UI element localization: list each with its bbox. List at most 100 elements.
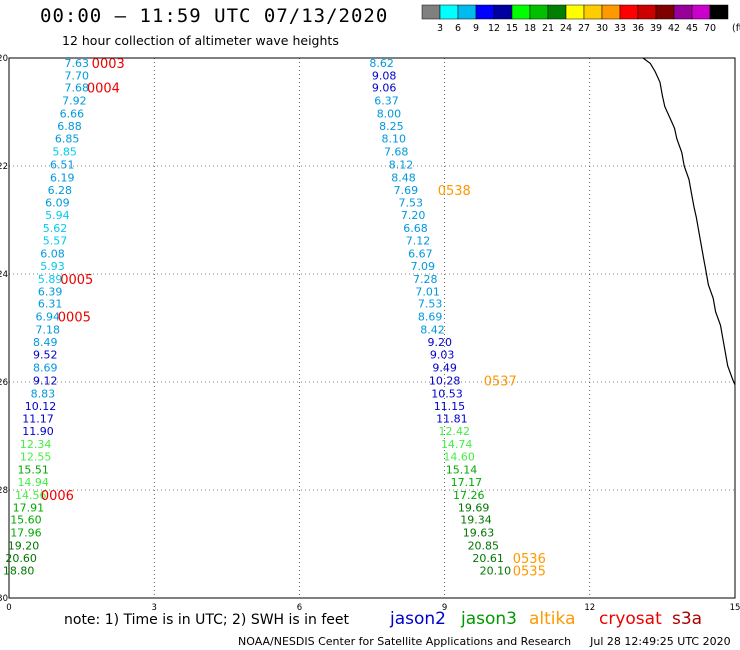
wave-height-value: 9.06: [372, 82, 397, 95]
wave-height-value: 8.00: [377, 108, 402, 121]
wave-height-value: 6.66: [60, 108, 85, 121]
wave-height-value: 11.15: [434, 400, 466, 413]
wave-height-value: 20.61: [472, 552, 504, 565]
satellite-s3a: s3a: [672, 609, 703, 629]
colorbar-label: 36: [632, 23, 644, 34]
wave-height-value: 17.26: [453, 489, 485, 502]
wave-height-value: 14.56: [15, 489, 47, 502]
wave-height-value: 7.68: [65, 82, 90, 95]
wave-height-value: 11.90: [22, 425, 54, 438]
wave-height-value: 19.69: [458, 501, 490, 514]
latitude-tick-label: -22: [0, 162, 8, 172]
pass-time-label: 0537: [484, 374, 517, 389]
wave-height-value: 7.53: [418, 298, 443, 311]
wave-height-value: 7.63: [65, 57, 90, 70]
wave-height-value: 14.74: [441, 438, 473, 451]
colorbar-swatch: [709, 4, 729, 20]
colorbar-label: 12: [488, 23, 500, 34]
wave-height-value: 6.39: [38, 285, 63, 298]
wave-height-value: 8.69: [33, 361, 58, 374]
latitude-tick-label: -26: [0, 378, 8, 388]
wave-height-value: 6.94: [35, 311, 60, 324]
colorbar-label: 33: [614, 23, 626, 34]
wave-height-value: 9.52: [33, 348, 58, 361]
wave-height-value: 17.91: [13, 501, 45, 514]
wave-height-value: 6.28: [48, 184, 73, 197]
wave-height-value: 8.62: [369, 57, 394, 70]
footer-note: note: 1) Time is in UTC; 2) SWH is in fe…: [64, 612, 350, 628]
wave-height-value: 6.19: [50, 171, 75, 184]
wave-height-value: 8.69: [418, 311, 443, 324]
longitude-tick-label: 9: [442, 603, 447, 610]
wave-height-value: 18.80: [3, 564, 35, 577]
wave-height-value: 8.49: [33, 336, 58, 349]
satellite-jason2: jason2: [390, 609, 446, 629]
wave-height-value: 10.12: [25, 400, 57, 413]
wave-height-value: 17.17: [451, 476, 483, 489]
colorbar-label: 3: [437, 23, 443, 34]
credit-text: NOAA/NESDIS Center for Satellite Applica…: [238, 635, 572, 648]
colorbar-label: 42: [668, 23, 680, 34]
map-gridlines: [9, 58, 735, 598]
wave-height-value: 15.14: [446, 463, 478, 476]
pass-time-label: 0005: [60, 273, 93, 288]
wave-height-value: 17.96: [10, 527, 42, 540]
wave-height-value: 10.28: [429, 374, 461, 387]
wave-height-value: 6.67: [408, 247, 433, 260]
wave-height-value: 12.42: [439, 425, 471, 438]
latitude-tick-label: -24: [0, 270, 8, 280]
map-frame: [8, 57, 736, 599]
wave-height-value: 20.60: [5, 552, 37, 565]
generation-timestamp: Jul 28 12:49:25 UTC 2020: [590, 635, 731, 648]
page-subtitle: 12 hour collection of altimeter wave hei…: [62, 33, 339, 48]
colorbar-label: 30: [596, 23, 608, 34]
axis-tick-labels: 0 3 6 9 12 15 -20 -22 -24 -26 -28 -30: [0, 54, 740, 610]
wave-height-value: 7.68: [384, 145, 409, 158]
wave-height-value: 8.12: [389, 158, 414, 171]
pass-time-label: 0004: [87, 82, 120, 97]
colorbar-label: 70: [704, 23, 716, 34]
wave-height-value: 19.63: [463, 527, 495, 540]
wave-height-value: 5.57: [43, 235, 68, 248]
wave-height-value: 5.93: [40, 260, 65, 273]
wave-height-value: 7.70: [65, 69, 90, 82]
wave-height-value: 6.08: [40, 247, 65, 260]
wave-height-value: 6.09: [45, 197, 70, 210]
wave-height-value: 6.51: [50, 158, 75, 171]
wave-height-value: 11.81: [436, 413, 468, 426]
wave-height-value: 5.85: [52, 145, 77, 158]
colorbar-label: 21: [542, 23, 554, 34]
wave-height-value: 8.42: [420, 324, 445, 337]
longitude-tick-label: 12: [584, 603, 595, 610]
wave-height-value: 7.92: [62, 95, 87, 108]
pass-time-label: 0005: [58, 311, 91, 326]
wave-height-value: 14.60: [443, 451, 475, 464]
wave-height-value: 8.10: [382, 132, 407, 145]
wave-height-value: 7.69: [394, 184, 419, 197]
colorbar-label: 45: [686, 23, 698, 34]
wave-height-value: 8.48: [391, 171, 416, 184]
colorbar-label: 27: [578, 23, 590, 34]
wave-height-value: 15.51: [17, 463, 49, 476]
longitude-tick-label: 3: [151, 603, 156, 610]
wave-height-value: 9.03: [430, 348, 455, 361]
wave-height-value: 10.53: [431, 387, 463, 400]
wave-height-value: 20.10: [480, 564, 512, 577]
wave-height-value: 19.20: [8, 540, 40, 553]
wave-height-value: 19.34: [460, 514, 492, 527]
wave-height-value: 14.94: [17, 476, 49, 489]
wave-height-value: 12.55: [20, 451, 52, 464]
wave-height-value: 7.28: [413, 273, 438, 286]
wave-height-value: 20.85: [468, 540, 500, 553]
coastline: [642, 57, 736, 385]
colorbar-label: 18: [524, 23, 536, 34]
wave-height-value: 6.88: [57, 120, 82, 133]
wave-height-value: 6.85: [55, 132, 80, 145]
wave-height-value: 11.17: [22, 413, 54, 426]
page-title: 00:00 – 11:59 UTC 07/13/2020: [40, 5, 389, 27]
wave-height-value: 7.01: [415, 285, 440, 298]
wave-height-value: 6.31: [38, 298, 63, 311]
